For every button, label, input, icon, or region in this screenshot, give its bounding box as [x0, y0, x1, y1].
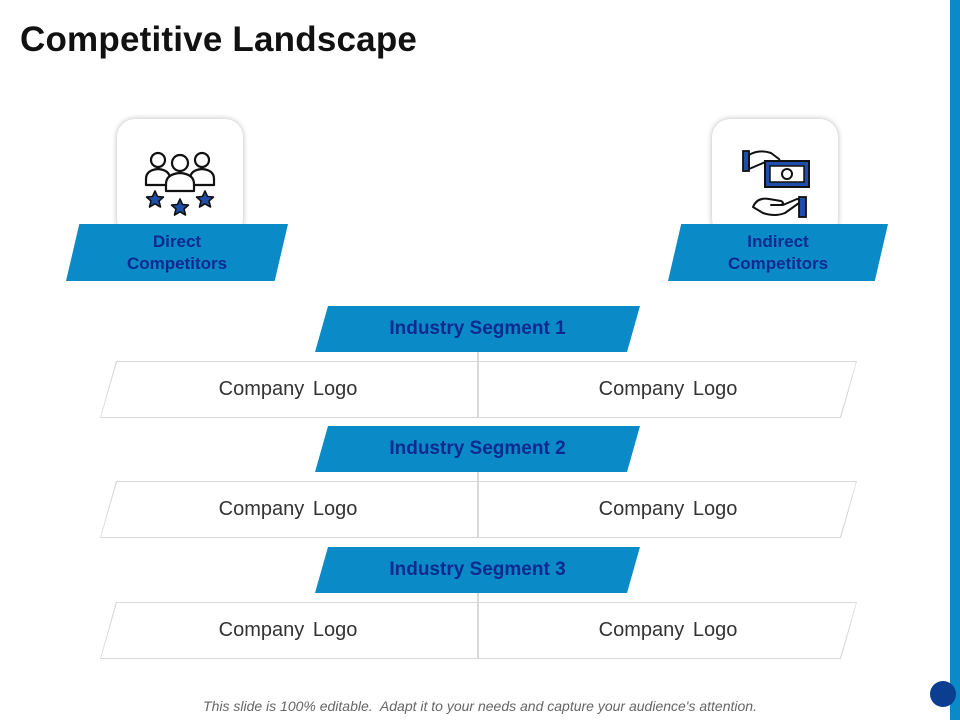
direct-competitors-card	[117, 119, 243, 237]
indirect-competitors-banner: Indirect Competitors	[668, 224, 888, 281]
segment-3-divider	[477, 592, 479, 658]
segment-3-right-logo: Company Logo	[598, 619, 738, 641]
indirect-competitors-label: Indirect Competitors	[727, 231, 829, 273]
segment-2-divider	[477, 472, 479, 538]
segment-1-left-logo: Company Logo	[218, 378, 358, 400]
direct-competitors-label: Direct Competitors	[126, 231, 228, 273]
people-stars-icon	[144, 151, 216, 216]
segment-2-right-logo: Company Logo	[598, 498, 738, 520]
segment-3-banner: Industry Segment 3	[315, 547, 640, 593]
segment-1-divider	[477, 352, 479, 418]
right-accent-gap	[948, 0, 950, 720]
right-accent-bar	[950, 0, 960, 720]
segment-2-left-logo: Company Logo	[218, 498, 358, 520]
footer-note: This slide is 100% editable. Adapt it to…	[203, 698, 757, 714]
segment-2-banner: Industry Segment 2	[315, 426, 640, 472]
segment-3-title: Industry Segment 3	[389, 559, 566, 580]
segment-2-title: Industry Segment 2	[389, 438, 566, 459]
slide-title: Competitive Landscape	[20, 20, 418, 59]
segment-1-banner: Industry Segment 1	[315, 306, 640, 352]
segment-1-title: Industry Segment 1	[389, 318, 566, 339]
indirect-competitors-card	[712, 119, 838, 237]
hand-money-icon	[742, 150, 810, 218]
segment-1-right-logo: Company Logo	[598, 378, 738, 400]
direct-competitors-banner: Direct Competitors	[66, 224, 288, 281]
segment-3-left-logo: Company Logo	[218, 619, 358, 641]
corner-dot	[930, 681, 956, 707]
